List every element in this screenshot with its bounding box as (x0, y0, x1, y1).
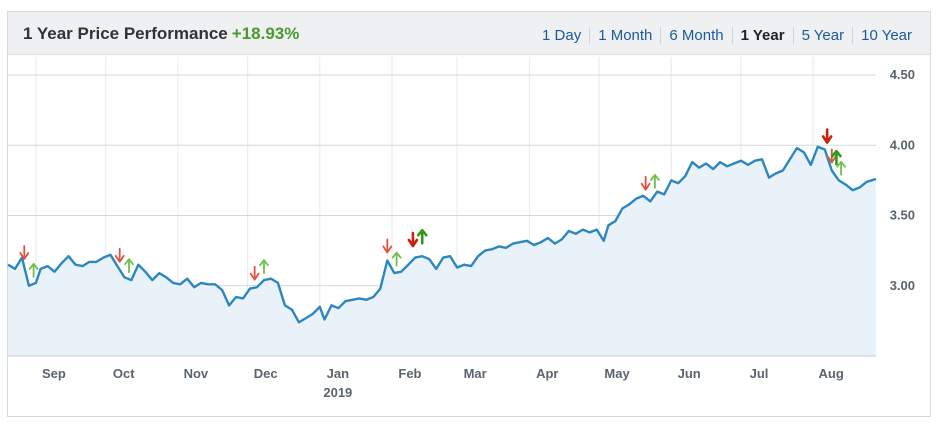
x-tick-label: Sep (42, 366, 66, 381)
range-1-year[interactable]: 1 Year (731, 27, 793, 44)
up-arrow-icon[interactable] (650, 173, 660, 189)
down-arrow-icon-stroke (19, 252, 30, 260)
down-arrow-icon[interactable] (821, 128, 833, 144)
down-arrow-icon-stroke (826, 155, 837, 164)
panel-title: 1 Year Price Performance +18.93% (23, 24, 299, 44)
down-arrow-icon-stroke (249, 272, 260, 281)
up-arrow-icon[interactable] (28, 262, 39, 278)
change-percent: +18.93% (231, 24, 300, 43)
y-tick-label: 4.50 (890, 67, 915, 82)
x-tick-label: Apr (536, 366, 558, 381)
down-arrow-icon-stroke (640, 182, 651, 191)
price-area (8, 146, 876, 356)
range-1-day[interactable]: 1 Day (542, 27, 582, 44)
range-1-month[interactable]: 1 Month (589, 27, 661, 44)
x-tick-label: Jan (327, 366, 349, 381)
down-arrow-icon[interactable] (382, 238, 393, 254)
up-arrow-icon-stroke (28, 262, 39, 270)
y-tick-label: 3.00 (890, 278, 915, 293)
range-5-year[interactable]: 5 Year (792, 27, 853, 44)
price-line (7, 145, 877, 324)
down-arrow-icon-stroke (382, 245, 393, 254)
down-arrow-icon-stroke (114, 254, 125, 263)
up-arrow-icon[interactable] (831, 149, 842, 166)
y-tick-label: 3.50 (890, 208, 915, 223)
down-arrow-icon[interactable] (114, 247, 125, 263)
down-arrow-icon[interactable] (407, 231, 419, 248)
up-arrow-icon[interactable] (259, 259, 269, 275)
x-tick-label: Jul (750, 366, 769, 381)
title-text: 1 Year Price Performance (23, 24, 228, 43)
x-tick-label: Nov (184, 366, 209, 381)
up-arrow-icon[interactable] (416, 228, 428, 245)
down-arrow-icon-stroke (407, 238, 419, 248)
x-tick-label: Mar (464, 366, 487, 381)
range-selector: 1 Day 1 Month 6 Month 1 Year 5 Year 10 Year (534, 27, 920, 44)
x-tick-label: Feb (398, 366, 421, 381)
panel-header: 1 Year Price Performance +18.93% 1 Day 1 M… (8, 12, 930, 55)
up-arrow-icon-stroke (124, 258, 134, 266)
range-10-year[interactable]: 10 Year (852, 27, 920, 44)
up-arrow-icon-stroke (650, 173, 660, 181)
up-arrow-icon[interactable] (836, 160, 846, 176)
x-tick-label: Aug (819, 366, 844, 381)
x-tick-label: Dec (254, 366, 278, 381)
up-arrow-icon-stroke (836, 160, 846, 168)
up-arrow-icon[interactable] (391, 251, 402, 267)
down-arrow-icon[interactable] (640, 175, 651, 191)
up-arrow-icon-stroke (391, 251, 402, 259)
x-tick-label: Oct (113, 366, 135, 381)
up-arrow-icon-stroke (831, 149, 842, 158)
x-tick-label: May (604, 366, 630, 381)
down-arrow-icon[interactable] (249, 265, 260, 281)
x-tick-sublabel: 2019 (323, 385, 352, 400)
up-arrow-icon-stroke (416, 228, 428, 237)
y-tick-label: 4.00 (890, 137, 915, 152)
up-arrow-icon-stroke (259, 259, 269, 267)
down-arrow-icon-stroke (821, 135, 833, 144)
range-6-month[interactable]: 6 Month (660, 27, 732, 44)
down-arrow-icon[interactable] (19, 245, 30, 260)
up-arrow-icon[interactable] (124, 258, 134, 274)
x-tick-label: Jun (678, 366, 701, 381)
